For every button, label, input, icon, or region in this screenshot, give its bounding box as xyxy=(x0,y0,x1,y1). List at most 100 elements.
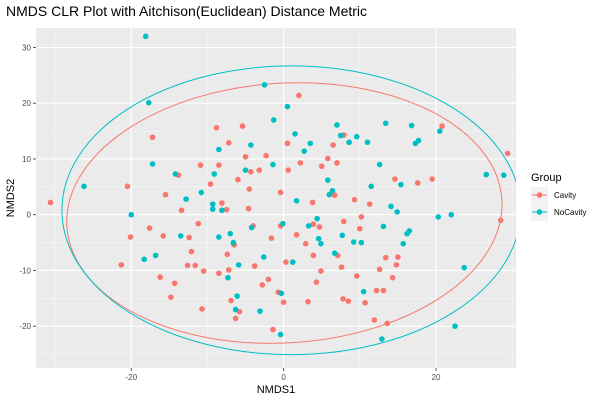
y-tick-label: 10 xyxy=(22,155,31,164)
point-cavity xyxy=(213,124,220,131)
point-nocavity xyxy=(152,252,159,259)
point-cavity xyxy=(160,233,167,239)
point-nocavity xyxy=(360,288,367,295)
point-cavity xyxy=(393,262,400,268)
point-cavity xyxy=(225,267,232,273)
point-cavity xyxy=(162,191,169,198)
point-cavity xyxy=(149,134,156,141)
point-nocavity xyxy=(415,137,422,144)
point-cavity xyxy=(316,224,323,230)
point-cavity xyxy=(235,176,241,183)
point-cavity xyxy=(157,274,163,280)
point-cavity xyxy=(127,234,134,240)
point-cavity xyxy=(341,218,347,225)
point-nocavity xyxy=(305,223,312,229)
point-nocavity xyxy=(406,228,413,234)
point-cavity xyxy=(318,268,324,274)
point-nocavity xyxy=(339,232,346,239)
x-axis-title: NMDS1 xyxy=(257,384,296,396)
point-cavity xyxy=(232,315,239,322)
gridlines xyxy=(36,28,516,368)
point-cavity xyxy=(284,140,291,147)
point-cavity xyxy=(340,296,346,302)
y-tick-label: -10 xyxy=(19,266,31,275)
point-cavity xyxy=(384,320,391,327)
point-cavity xyxy=(309,199,316,206)
point-nocavity xyxy=(289,259,296,265)
point-nocavity xyxy=(149,161,156,167)
legend-label-nocavity: NoCavity xyxy=(554,208,586,217)
point-cavity xyxy=(216,270,222,277)
point-cavity xyxy=(47,199,54,206)
point-nocavity xyxy=(350,239,357,245)
point-cavity xyxy=(293,231,300,238)
point-nocavity xyxy=(334,122,340,128)
point-nocavity xyxy=(209,206,216,212)
point-nocavity xyxy=(261,82,268,88)
point-cavity xyxy=(197,162,204,168)
point-cavity xyxy=(246,186,253,192)
point-nocavity xyxy=(325,177,331,183)
point-nocavity xyxy=(408,122,415,129)
point-cavity xyxy=(330,142,336,148)
point-cavity xyxy=(199,306,205,312)
point-nocavity xyxy=(398,181,404,188)
point-cavity xyxy=(268,235,275,241)
point-cavity xyxy=(248,169,254,175)
point-nocavity xyxy=(270,117,277,123)
data-points xyxy=(47,33,511,342)
point-nocavity xyxy=(219,207,225,214)
point-cavity xyxy=(302,240,309,247)
point-nocavity xyxy=(232,306,239,313)
x-tick-label: -20 xyxy=(125,373,137,382)
point-cavity xyxy=(200,268,207,274)
confidence-ellipses xyxy=(61,65,516,356)
y-tick-label: -20 xyxy=(19,322,31,331)
point-cavity xyxy=(382,254,389,261)
point-nocavity xyxy=(437,128,443,134)
point-nocavity xyxy=(209,201,216,207)
point-nocavity xyxy=(280,220,286,227)
point-nocavity xyxy=(337,132,344,139)
point-nocavity xyxy=(172,171,179,177)
point-nocavity xyxy=(452,323,458,329)
point-nocavity xyxy=(81,183,87,190)
point-nocavity xyxy=(358,239,365,246)
point-nocavity xyxy=(331,250,338,256)
point-cavity xyxy=(392,176,398,182)
point-cavity xyxy=(310,221,317,227)
point-cavity xyxy=(414,180,421,186)
point-nocavity xyxy=(248,224,255,231)
point-nocavity xyxy=(277,331,284,338)
point-cavity xyxy=(124,183,131,190)
point-nocavity xyxy=(368,183,375,190)
point-cavity xyxy=(270,326,276,333)
point-cavity xyxy=(325,155,331,162)
point-cavity xyxy=(285,167,291,173)
point-cavity xyxy=(251,263,258,269)
point-nocavity xyxy=(211,171,218,177)
point-nocavity xyxy=(141,256,147,263)
point-cavity xyxy=(439,123,445,129)
point-cavity xyxy=(351,196,358,203)
point-cavity xyxy=(146,225,153,231)
point-cavity xyxy=(376,266,383,273)
point-cavity xyxy=(224,251,231,258)
point-cavity xyxy=(296,92,302,99)
point-cavity xyxy=(318,163,325,170)
point-cavity xyxy=(223,206,230,213)
point-nocavity xyxy=(346,139,352,146)
point-nocavity xyxy=(435,214,442,220)
point-nocavity xyxy=(483,171,490,178)
point-nocavity xyxy=(353,133,360,140)
point-nocavity xyxy=(307,140,314,147)
point-cavity xyxy=(334,160,340,166)
point-cavity xyxy=(310,252,317,259)
point-nocavity xyxy=(261,254,267,260)
y-tick-label: 30 xyxy=(22,44,31,53)
point-nocavity xyxy=(380,223,387,230)
point-nocavity xyxy=(235,262,242,268)
point-cavity xyxy=(283,259,289,265)
point-nocavity xyxy=(461,264,467,271)
